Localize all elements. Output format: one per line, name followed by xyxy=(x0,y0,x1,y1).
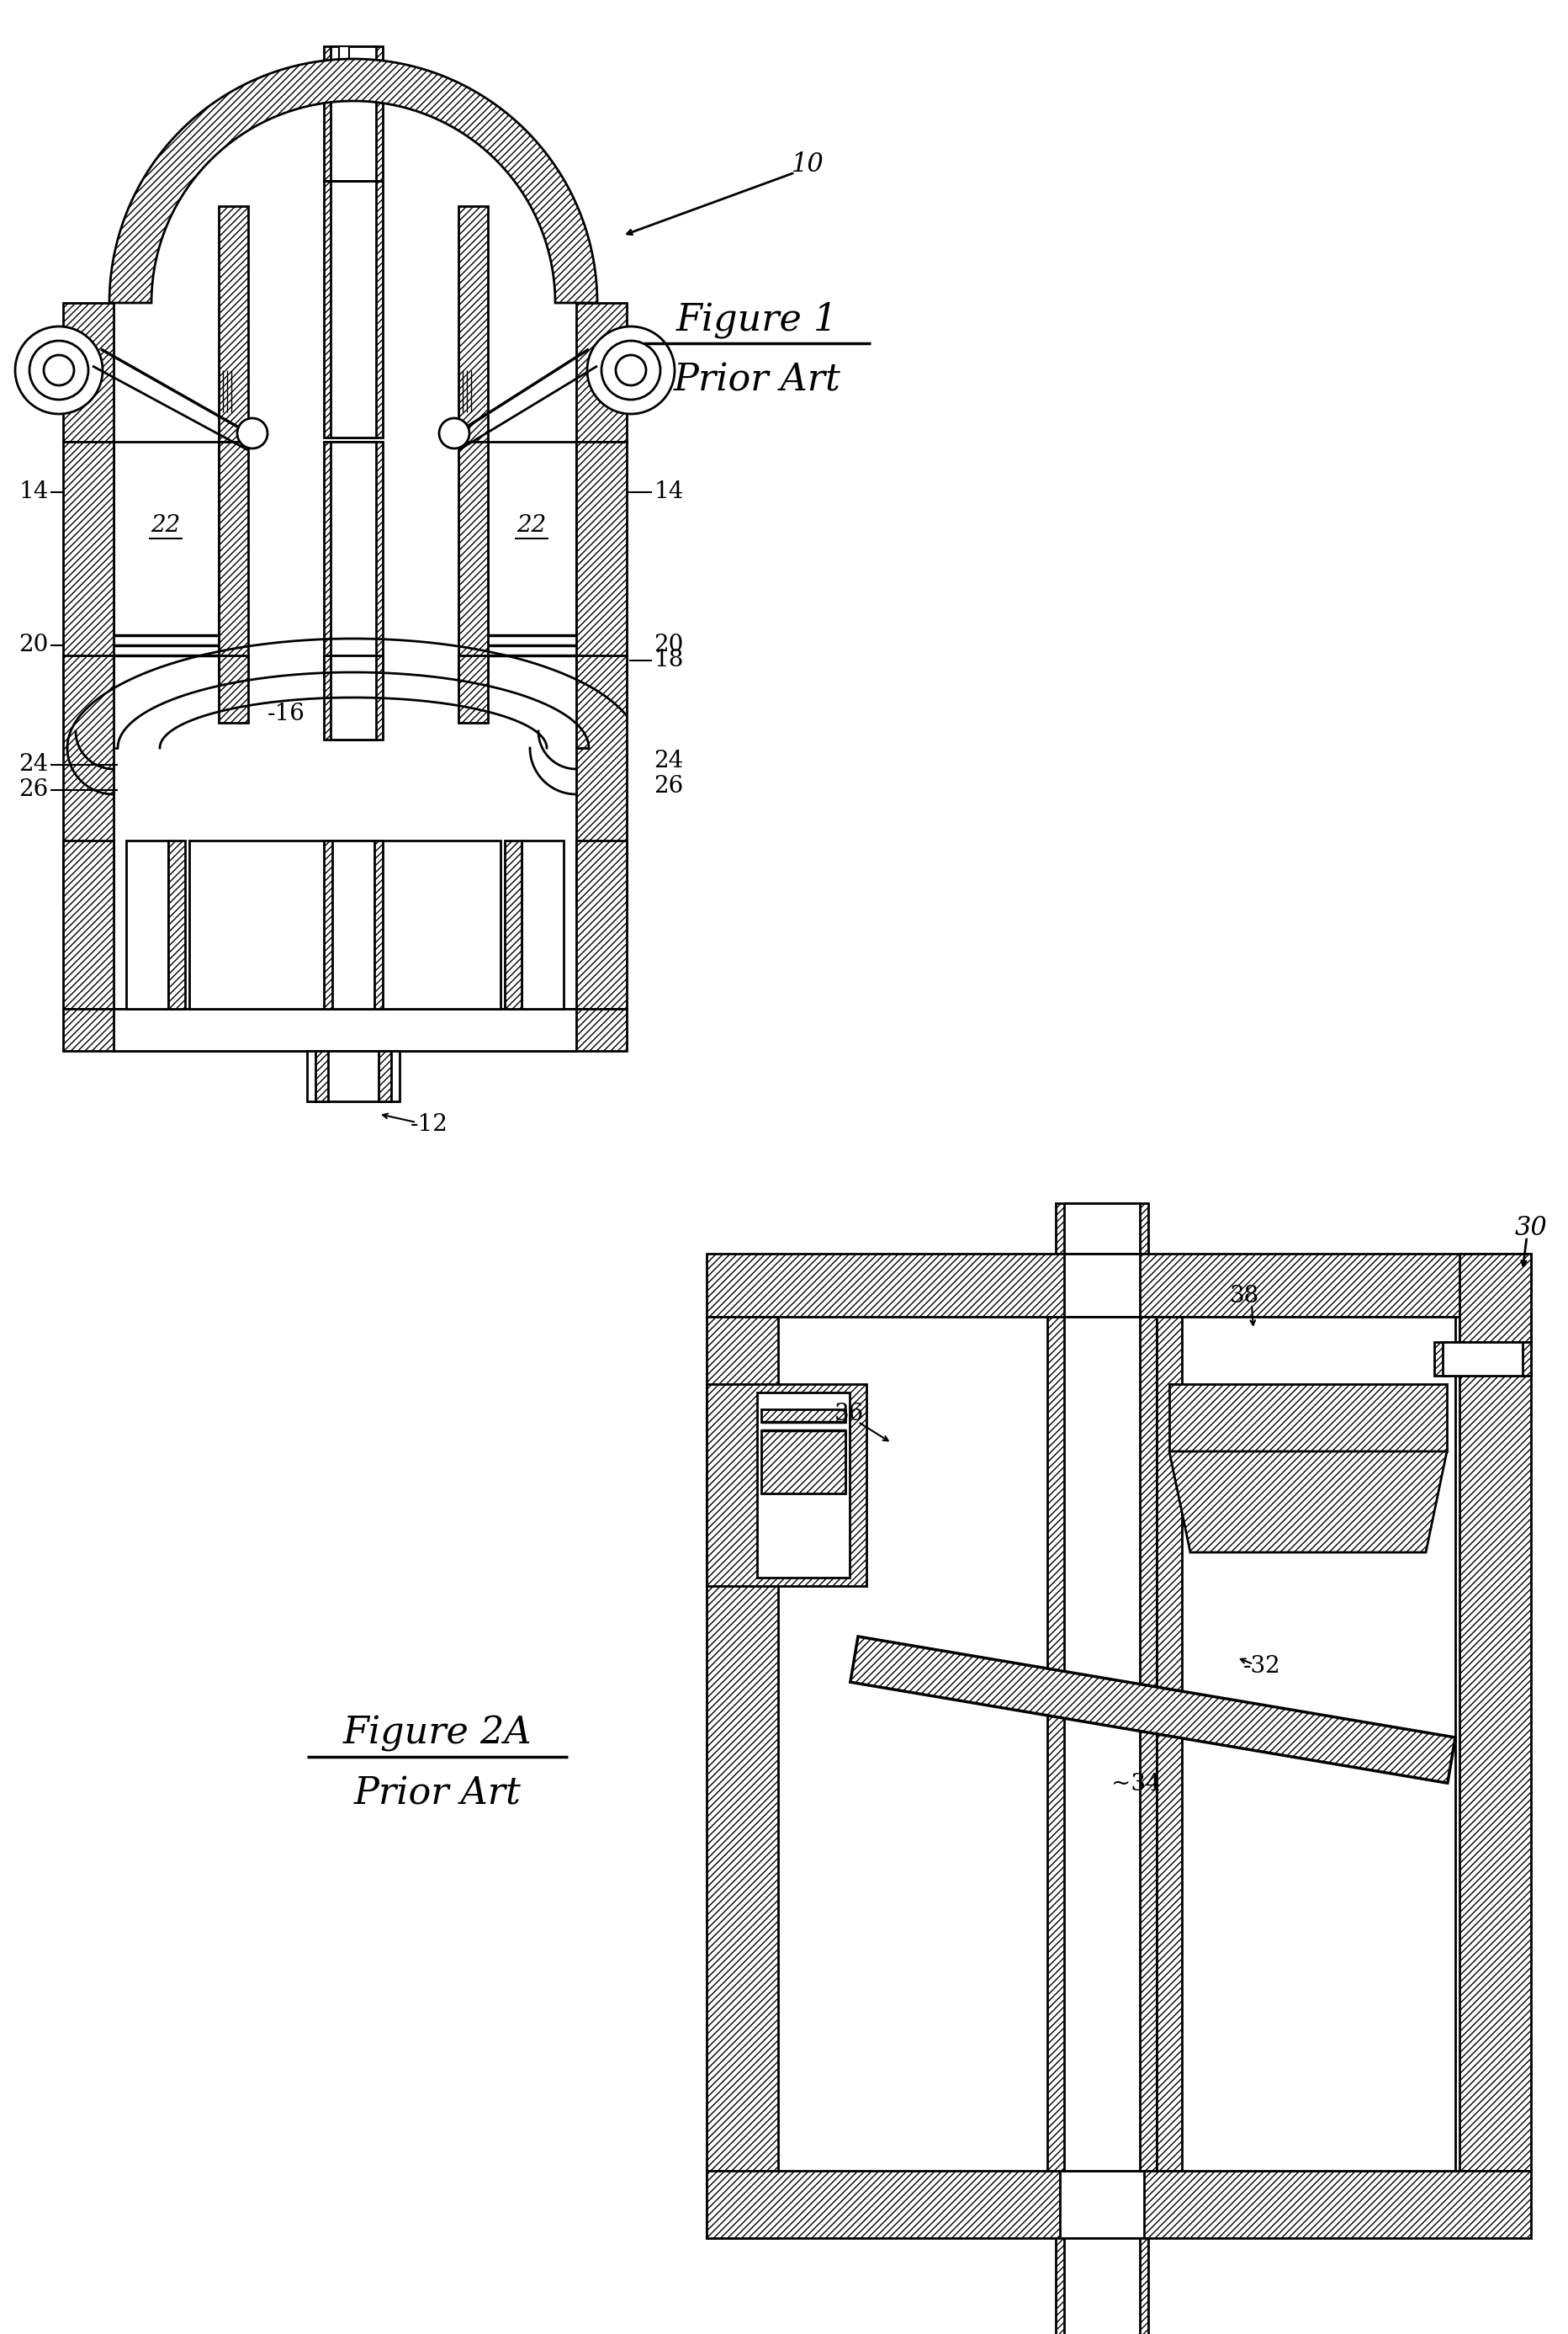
Text: 14: 14 xyxy=(19,481,49,504)
Text: -16: -16 xyxy=(267,703,304,726)
Bar xyxy=(458,656,488,724)
Text: Prior Art: Prior Art xyxy=(354,1776,521,1811)
Text: 20: 20 xyxy=(654,635,684,656)
Text: 20: 20 xyxy=(19,635,49,656)
Bar xyxy=(125,840,168,1008)
Bar xyxy=(1458,1316,1530,2171)
Bar xyxy=(113,1008,575,1050)
Text: 26: 26 xyxy=(654,775,684,798)
Bar xyxy=(1458,1253,1530,1342)
Bar xyxy=(1433,1342,1530,1375)
Bar xyxy=(63,1008,626,1050)
Circle shape xyxy=(237,418,268,448)
Circle shape xyxy=(30,341,88,399)
Bar xyxy=(190,840,500,1008)
Circle shape xyxy=(601,341,660,399)
Circle shape xyxy=(439,418,469,448)
Circle shape xyxy=(586,327,674,413)
Text: Prior Art: Prior Art xyxy=(673,362,840,399)
Bar xyxy=(1047,1316,1156,2171)
Bar xyxy=(323,47,383,182)
Bar xyxy=(323,441,383,677)
Text: ~34: ~34 xyxy=(1110,1772,1160,1795)
Bar xyxy=(323,656,383,740)
Text: 18: 18 xyxy=(654,649,684,672)
Bar xyxy=(760,1410,845,1421)
Text: 38: 38 xyxy=(1229,1284,1259,1307)
Bar xyxy=(488,441,575,635)
Bar xyxy=(706,1253,1530,1316)
Text: Figure 1: Figure 1 xyxy=(676,301,837,338)
Bar xyxy=(575,441,626,677)
Bar xyxy=(113,441,218,635)
Bar xyxy=(331,182,376,436)
Bar xyxy=(1063,1316,1140,2171)
Bar xyxy=(1156,1316,1181,2171)
Bar xyxy=(706,2171,1530,2238)
Bar xyxy=(218,441,248,677)
Bar xyxy=(575,840,626,1008)
Bar xyxy=(1063,1204,1140,1253)
Bar xyxy=(323,182,383,436)
Bar xyxy=(378,1050,390,1102)
Bar xyxy=(1443,1342,1523,1375)
Bar xyxy=(218,205,248,441)
Text: 30: 30 xyxy=(1513,1216,1546,1242)
Bar xyxy=(505,840,521,1008)
Bar xyxy=(706,1384,866,1587)
Bar xyxy=(63,303,113,441)
Polygon shape xyxy=(1168,1452,1446,1552)
Text: -12: -12 xyxy=(409,1113,447,1134)
Text: 14: 14 xyxy=(654,481,684,504)
Bar xyxy=(575,303,626,441)
Bar xyxy=(63,656,113,908)
Text: 26: 26 xyxy=(19,780,49,801)
Circle shape xyxy=(16,327,102,413)
Bar xyxy=(331,441,376,677)
Text: 22: 22 xyxy=(516,513,546,537)
Polygon shape xyxy=(110,58,597,303)
Bar xyxy=(323,840,383,1008)
Bar xyxy=(1063,2238,1140,2334)
Text: 24: 24 xyxy=(19,754,49,777)
Bar xyxy=(760,1431,845,1494)
Circle shape xyxy=(44,355,74,385)
Text: 36: 36 xyxy=(834,1403,864,1424)
Bar xyxy=(339,47,350,75)
Bar xyxy=(331,656,376,740)
Bar xyxy=(315,1050,328,1102)
Bar xyxy=(706,1316,778,2238)
Bar xyxy=(458,205,488,441)
Bar xyxy=(168,840,185,1008)
Text: 10: 10 xyxy=(790,152,823,177)
Bar xyxy=(575,656,626,908)
Text: -32: -32 xyxy=(1242,1655,1279,1678)
Bar xyxy=(331,47,376,182)
Bar xyxy=(63,840,113,1008)
Bar xyxy=(458,441,488,677)
Bar xyxy=(1055,1204,1148,1253)
Bar xyxy=(218,656,248,724)
Bar xyxy=(1168,1384,1446,1452)
Text: 22: 22 xyxy=(151,513,180,537)
Bar xyxy=(307,1050,400,1102)
Bar xyxy=(757,1393,850,1578)
Bar xyxy=(1063,1253,1140,1316)
Text: 24: 24 xyxy=(654,749,684,773)
Circle shape xyxy=(615,355,646,385)
Polygon shape xyxy=(850,1636,1455,1783)
Bar xyxy=(1060,2171,1143,2238)
Bar xyxy=(521,840,563,1008)
Bar xyxy=(332,840,375,1008)
Bar xyxy=(1160,1316,1455,2171)
Text: Figure 2A: Figure 2A xyxy=(343,1715,532,1750)
Bar xyxy=(63,441,113,677)
Bar xyxy=(1055,2238,1148,2334)
